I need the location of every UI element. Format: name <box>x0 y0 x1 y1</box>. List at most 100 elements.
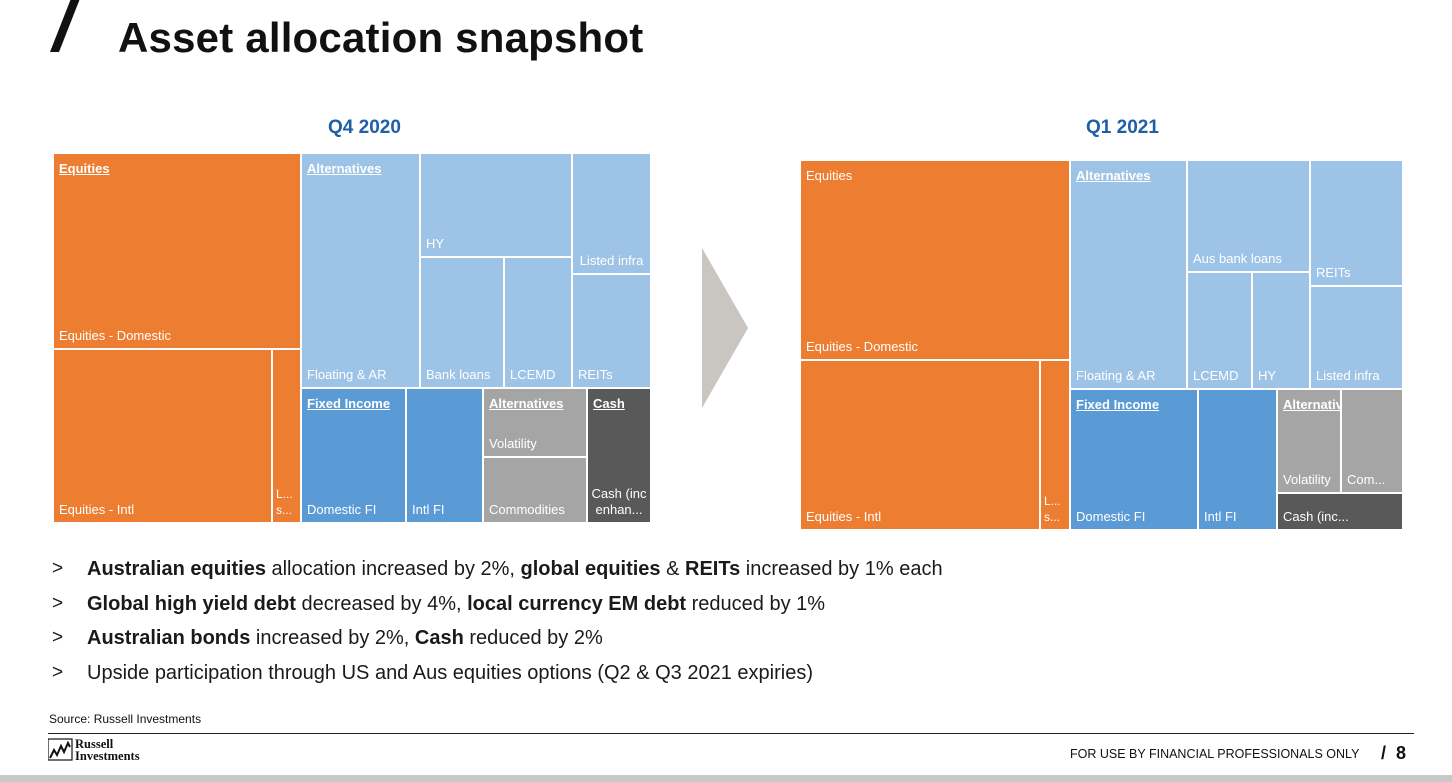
bullet-plain-text: decreased by 4%, <box>295 592 468 615</box>
commentary-bullets: > Australian equities allocation increase… <box>52 557 943 695</box>
treemap-q4-2020: Equities Equities - Domestic Equities - … <box>53 153 651 523</box>
group-label-equities: Equities <box>59 161 110 176</box>
bullet-bold-text: global equities <box>520 558 661 580</box>
group-label-alternatives: Alternatives <box>307 161 382 176</box>
chart-title-q4-2020: Q4 2020 <box>328 117 401 138</box>
tile-floating-ar: Alternatives Floating & AR <box>301 153 420 388</box>
tile-equities-domestic: Equities Equities - Domestic <box>800 160 1070 360</box>
bullet-item: > Global high yield debt decreased by 4%,… <box>52 592 943 627</box>
bullet-item: > Australian bonds increased by 2%, Cash … <box>52 626 943 661</box>
tile-lcemd: LCEMD <box>504 257 572 388</box>
page-prefix: / <box>1381 743 1387 763</box>
tile-label: Com... <box>1347 472 1386 487</box>
tile-equities-small: L... s... <box>272 349 301 523</box>
bullet-marker: > <box>52 661 64 683</box>
tile-intl-fi: Intl FI <box>1198 389 1277 530</box>
page-number: / 8 <box>1381 743 1406 764</box>
tile-volatility: Alternatives Volatility <box>483 388 587 457</box>
tile-label: REITs <box>578 367 613 382</box>
tile-listed-infra: Listed infra <box>1310 286 1403 389</box>
arrow-shape <box>702 248 748 408</box>
group-label-alternatives: Alternatives <box>1076 168 1151 183</box>
tile-label: Cash (inc... <box>1283 509 1349 524</box>
bullet-plain-text: Upside participation through US and Aus … <box>87 661 813 684</box>
bullet-bold-text: Australian equities <box>87 558 266 580</box>
tile-label: Domestic FI <box>1076 509 1146 524</box>
group-label-fixed-income: Fixed Income <box>1076 397 1160 412</box>
bullet-marker: > <box>52 592 64 614</box>
tile-label: REITs <box>1316 265 1351 280</box>
tile-floating-ar: Alternatives Floating & AR <box>1070 160 1187 389</box>
tile-label: LCEMD <box>510 367 556 382</box>
tile-label: HY <box>1258 368 1277 383</box>
title-slash-mark <box>50 0 80 52</box>
tile-label: Listed infra <box>1316 368 1380 383</box>
bullet-marker: > <box>52 627 64 648</box>
tile-intl-fi: Intl FI <box>406 388 483 523</box>
group-label-cash: Cash <box>593 396 625 411</box>
bullet-plain-text: reduced by 2% <box>463 627 603 649</box>
logo-line-2: Investments <box>75 749 140 763</box>
bullet-item: > Australian equities allocation increase… <box>52 557 943 592</box>
footer-disclaimer: FOR USE BY FINANCIAL PROFESSIONALS ONLY <box>1070 747 1360 761</box>
tile-volatility: Alternatives Volatility <box>1277 389 1341 493</box>
bottom-bar <box>0 775 1452 782</box>
tile-hy: HY <box>420 153 572 257</box>
page-title: Asset allocation snapshot <box>118 14 644 61</box>
tile-label: LCEMD <box>1193 368 1239 383</box>
tile-cash: Cash Cash (inc enhan... <box>587 388 651 523</box>
bullet-bold-text: Global high yield debt <box>87 592 296 615</box>
tile-commodities: Com... <box>1341 389 1403 493</box>
tile-domestic-fi: Fixed Income Domestic FI <box>1070 389 1198 530</box>
tile-equities-domestic: Equities Equities - Domestic <box>53 153 301 349</box>
group-label-alternatives-gray: Alternatives <box>489 396 564 411</box>
tile-commodities: Commodities <box>483 457 587 523</box>
bullet-text: Australian bonds increased by 2%, Cash r… <box>87 627 603 649</box>
tile-label: Commodities <box>489 502 565 517</box>
group-label-equities: Equities <box>806 168 853 183</box>
tile-equities-intl: Equities - Intl <box>800 360 1040 530</box>
bullet-text: Global high yield debt decreased by 4%, … <box>87 593 825 615</box>
chart-title-q1-2021: Q1 2021 <box>1086 117 1159 138</box>
bullet-bold-text: Cash <box>414 627 464 649</box>
bullet-marker: > <box>52 558 64 579</box>
bullet-plain-text: increased by 1% each <box>740 558 943 580</box>
bullet-bold-text: REITs <box>685 558 741 580</box>
tile-label: Listed infra <box>579 253 644 268</box>
footer-divider <box>48 733 1414 734</box>
tile-label: Equities - Domestic <box>806 339 918 354</box>
tile-label: Domestic FI <box>307 502 377 517</box>
tile-label: Floating & AR <box>307 367 387 382</box>
transition-arrow <box>702 248 748 408</box>
tile-label: HY <box>426 236 445 251</box>
bullet-bold-text: local currency EM debt <box>467 592 687 615</box>
bullet-plain-text: increased by 2%, <box>250 627 415 649</box>
tile-listed-infra: Listed infra <box>572 153 651 274</box>
tile-lcemd: LCEMD <box>1187 272 1252 389</box>
bullet-bold-text: Australian bonds <box>87 627 251 649</box>
page-number-value: 8 <box>1396 743 1407 763</box>
tile-label: Equities - Intl <box>806 509 882 524</box>
bullet-text: Upside participation through US and Aus … <box>87 662 813 684</box>
tile-label: L... s... <box>1044 494 1061 524</box>
tile-reits: REITs <box>1310 160 1403 286</box>
treemap-q1-2021: Equities Equities - Domestic Equities - … <box>800 160 1403 530</box>
russell-investments-logo: Russell Investments <box>48 738 158 766</box>
tile-label: Volatility <box>1283 472 1331 487</box>
tile-domestic-fi: Fixed Income Domestic FI <box>301 388 406 523</box>
tile-equities-intl: Equities - Intl <box>53 349 272 523</box>
group-label-fixed-income: Fixed Income <box>307 396 391 411</box>
tile-label: Aus bank loans <box>1193 251 1282 266</box>
tile-reits: REITs <box>572 274 651 388</box>
tile-label: Floating & AR <box>1076 368 1156 383</box>
bullet-plain-text: & <box>660 558 686 580</box>
tile-label: Intl FI <box>412 502 445 517</box>
tile-label: Equities - Intl <box>59 502 135 517</box>
tile-label: Bank loans <box>426 367 491 382</box>
tile-hy: HY <box>1252 272 1310 389</box>
tile-cash: Cash (inc... <box>1277 493 1403 530</box>
tile-label: Cash (inc enhan... <box>591 486 647 517</box>
group-label-alternatives-gray: Alternatives <box>1283 397 1340 412</box>
tile-equities-small: L... s... <box>1040 360 1070 530</box>
bullet-plain-text: allocation increased by 2%, <box>265 558 521 580</box>
